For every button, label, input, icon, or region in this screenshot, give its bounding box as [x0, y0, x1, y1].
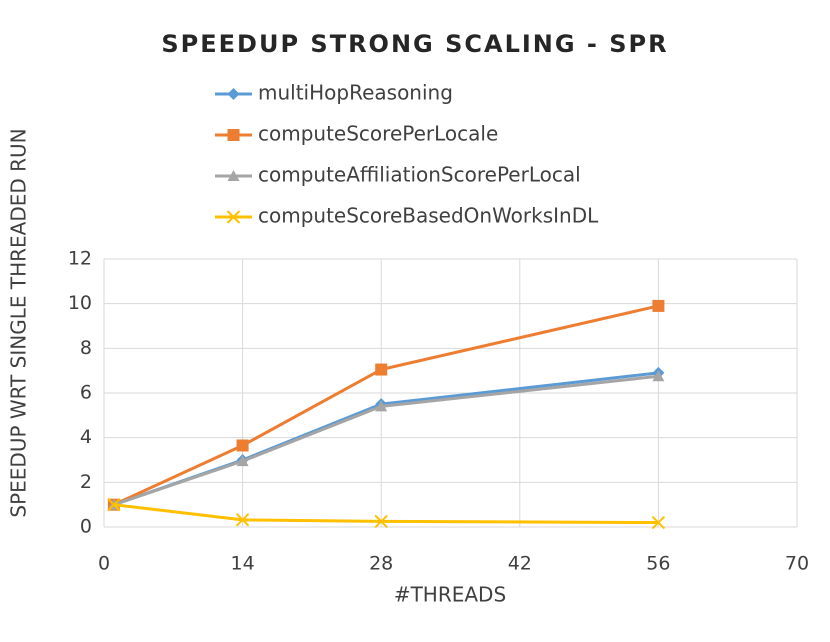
y-tick-label: 4 [80, 426, 92, 448]
x-tick-label: 14 [231, 553, 255, 575]
marker [374, 514, 388, 529]
y-tick-label: 8 [80, 337, 92, 359]
x-tick-label: 28 [369, 553, 393, 575]
legend-label: computeScorePerLocale [258, 122, 498, 146]
marker [226, 210, 241, 224]
marker [652, 370, 665, 382]
x-tick-label: 0 [98, 553, 110, 575]
y-tick-label: 12 [68, 248, 92, 270]
line [113, 503, 659, 525]
marker [235, 513, 250, 527]
legend-label: computeAffiliationScorePerLocal [258, 163, 581, 187]
x-axis-label: #THREADS [394, 583, 506, 607]
y-axis-label: SPEEDUP WRT SINGLE THREADED RUN [7, 128, 31, 517]
y-tick-label: 2 [80, 471, 92, 493]
y-tick-label: 6 [80, 382, 92, 404]
legend-label: multiHopReasoning [258, 81, 453, 105]
marker [236, 455, 249, 467]
marker [227, 88, 240, 100]
marker [107, 497, 121, 512]
y-tick-label: 10 [68, 292, 92, 314]
marker [227, 129, 240, 141]
chart-title: SPEEDUP STRONG SCALING - SPR [161, 30, 668, 58]
line [113, 304, 659, 507]
legend-item: multiHopReasoning [215, 81, 453, 105]
marker [651, 515, 666, 530]
marker [227, 170, 240, 181]
legend-item: computeAffiliationScorePerLocal [215, 163, 581, 187]
marker [375, 400, 388, 412]
x-tick-label: 70 [785, 553, 809, 575]
marker [236, 439, 249, 452]
x-tick-label: 42 [508, 553, 532, 575]
line [113, 374, 659, 507]
marker [652, 299, 665, 312]
legend-label: computeScoreBasedOnWorksInDL [258, 204, 599, 228]
legend-item: computeScoreBasedOnWorksInDL [215, 204, 599, 228]
x-tick-label: 56 [646, 553, 670, 575]
y-tick-label: 0 [80, 516, 92, 538]
marker [375, 363, 388, 376]
legend-item: computeScorePerLocale [215, 122, 498, 146]
